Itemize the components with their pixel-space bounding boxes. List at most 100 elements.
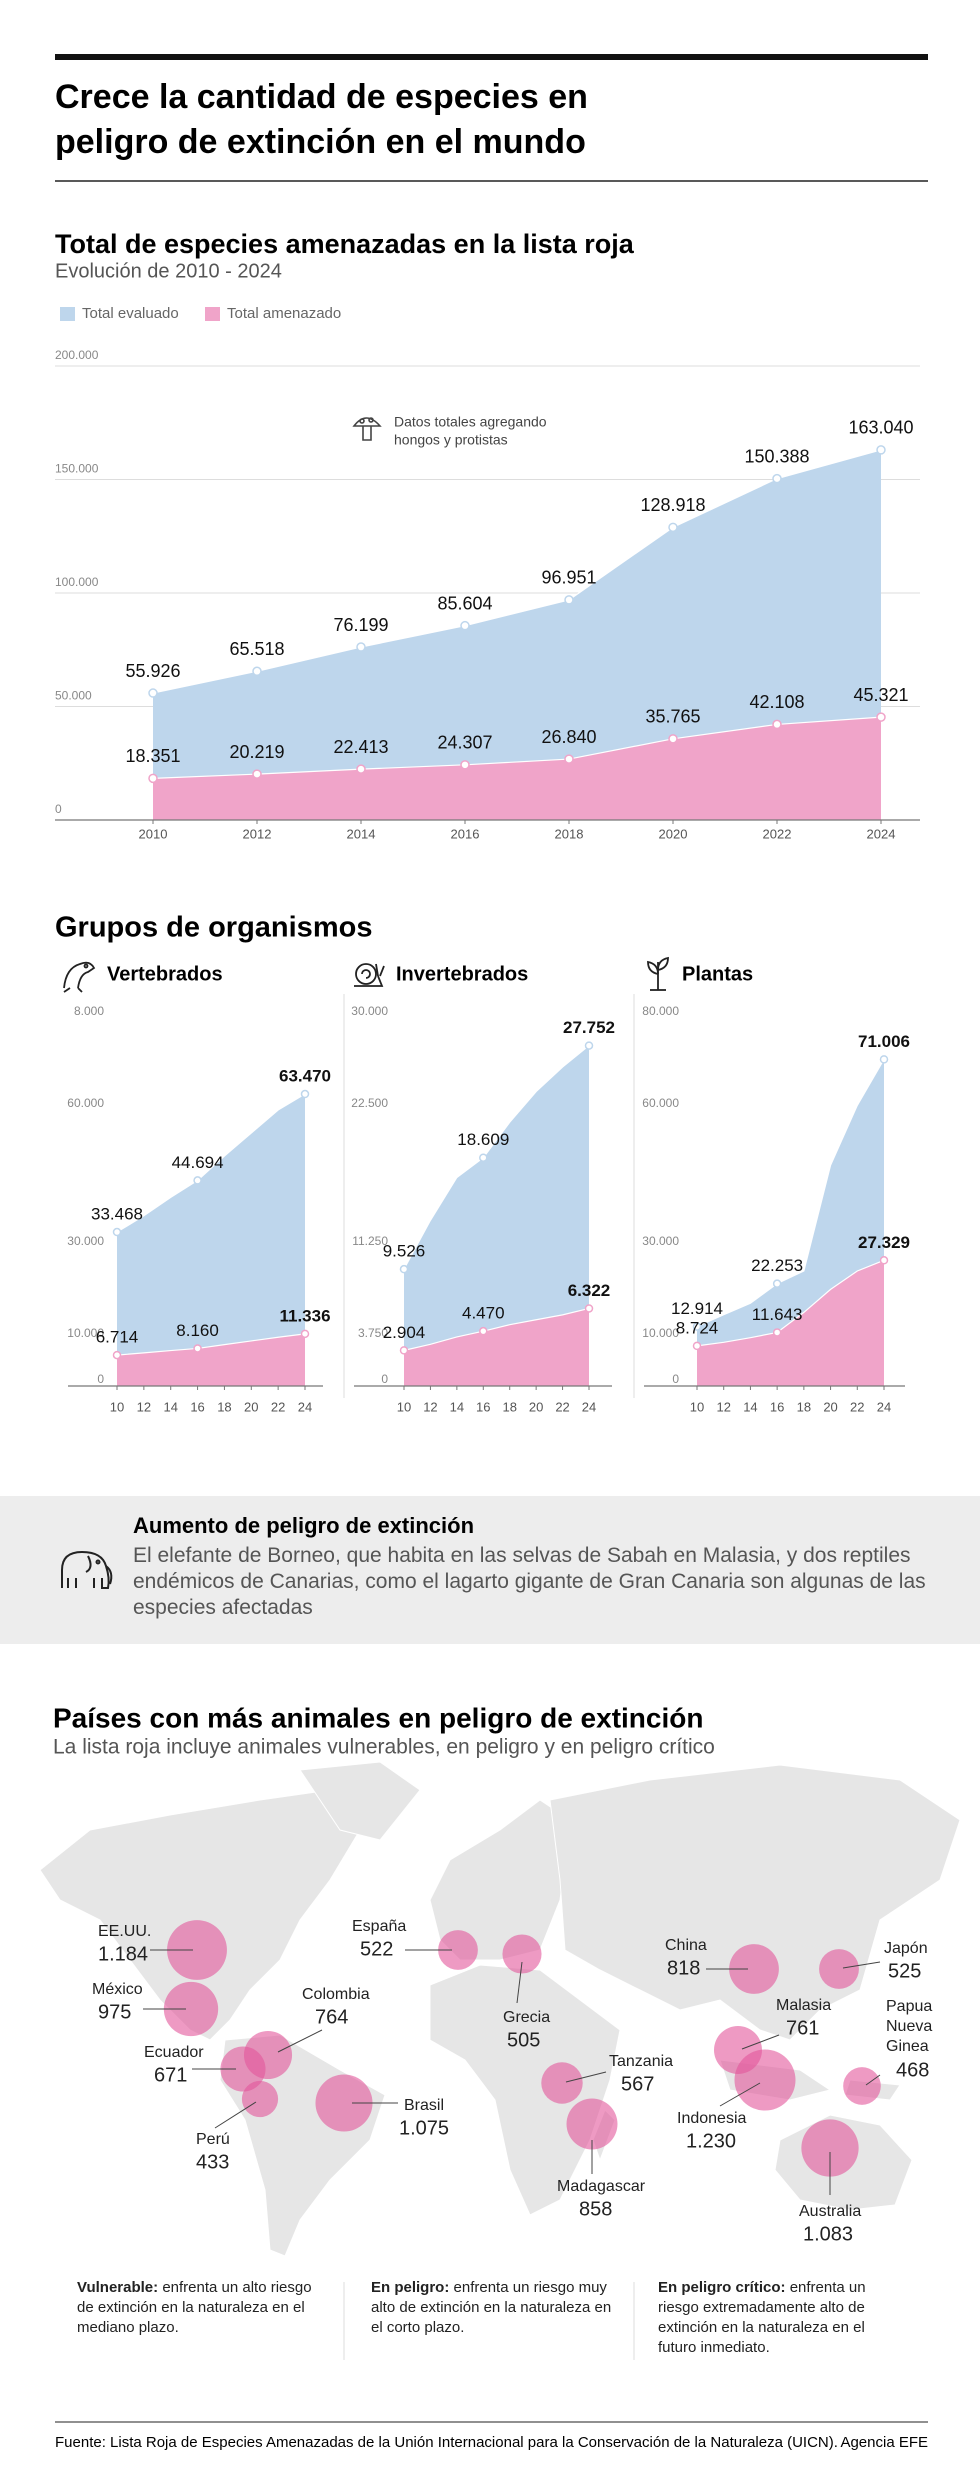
y-tick-label: 100.000 [55, 575, 99, 589]
definition-text: enfrenta un riesgo extremadamente alto d… [658, 2279, 866, 2356]
data-label: 128.918 [640, 495, 705, 515]
x-tick-label: 20 [529, 1399, 543, 1414]
data-label: 8.724 [676, 1318, 719, 1337]
map-title: Países con más animales en peligro de ex… [53, 1702, 703, 1733]
y-tick-label: 150.000 [55, 462, 99, 476]
y-tick-label: 10.000 [642, 1326, 679, 1340]
callout-title: Aumento de peligro de extinción [133, 1513, 474, 1538]
point [112, 1227, 122, 1237]
definition-term: Vulnerable: [77, 2279, 159, 2296]
area [117, 1333, 305, 1386]
point [564, 595, 574, 605]
area [153, 449, 881, 820]
data-label: 85.604 [437, 593, 492, 613]
y-tick-label: 11.250 [352, 1234, 388, 1248]
bubble [315, 2074, 373, 2132]
data-label: 4.470 [462, 1304, 505, 1323]
data-label: 24.307 [437, 733, 492, 753]
country-value: 1.184 [98, 1943, 148, 1965]
mushroom-icon [352, 417, 382, 441]
x-tick-label: 2016 [451, 826, 480, 841]
x-tick-label: 18 [502, 1399, 516, 1414]
point [399, 1264, 409, 1274]
x-tick-label: 20 [244, 1399, 258, 1414]
country-value: 764 [315, 2006, 348, 2028]
point [772, 473, 782, 484]
annotation: hongos y protistas [394, 432, 508, 448]
country-value: 975 [98, 2001, 131, 2023]
x-tick-label: 14 [743, 1399, 757, 1414]
area-edge [403, 1307, 590, 1351]
top-bar [55, 54, 928, 60]
legend-label: Total evaluado [82, 305, 179, 322]
bubble [167, 1920, 227, 1980]
x-tick-label: 16 [190, 1399, 204, 1414]
bubble [241, 2080, 279, 2118]
callout-text: El elefante de Borneo, que habita en las… [133, 1544, 926, 1619]
point [692, 1322, 702, 1331]
country-name: Ecuador [144, 2044, 204, 2061]
y-tick-label: 80.000 [642, 1004, 679, 1018]
definition-text: enfrenta un riesgo muy alto de extinción… [371, 2279, 612, 2336]
leader-line [214, 2101, 257, 2129]
bubble [566, 2098, 618, 2150]
country-value: 1.075 [399, 2117, 449, 2139]
x-tick-label: 24 [877, 1399, 891, 1414]
x-tick-label: 2024 [867, 826, 896, 841]
data-label: 163.040 [848, 418, 913, 438]
x-tick-label: 2022 [763, 826, 792, 841]
x-tick-label: 18 [797, 1399, 811, 1414]
country-value: 522 [360, 1938, 393, 1960]
y-tick-label: 0 [55, 802, 62, 816]
country-name: Colombia [302, 1986, 370, 2003]
definition-text: enfrenta un alto riesgo de extinción en … [77, 2279, 312, 2336]
country-name: Grecia [503, 2009, 550, 2026]
leader-line [719, 2082, 761, 2107]
y-tick-label: 8.000 [74, 1004, 104, 1018]
y-tick-label: 50.000 [55, 689, 92, 703]
leader-line [565, 2071, 607, 2083]
legend-swatch [205, 307, 220, 321]
country-name: Indonesia [677, 2110, 746, 2127]
chart-subtitle: Evolución de 2010 - 2024 [55, 260, 282, 282]
point [668, 734, 678, 744]
x-tick-label: 22 [850, 1399, 864, 1414]
bubble [438, 1930, 478, 1970]
point [876, 445, 886, 455]
country-name: Malasia [776, 1997, 831, 2014]
x-tick-label: 12 [716, 1399, 730, 1414]
country-value: 818 [667, 1957, 700, 1979]
definition: En peligro crítico: enfrenta un riesgo e… [658, 2278, 903, 2358]
y-tick-label: 30.000 [67, 1234, 104, 1248]
country-value: 468 [896, 2059, 929, 2081]
country-value: 761 [786, 2017, 819, 2039]
area [153, 717, 881, 820]
title-line: Crece la cantidad de especies en [55, 78, 588, 116]
country-name: Papua Nueva Ginea [886, 1998, 932, 2055]
data-label: 8.160 [176, 1321, 219, 1340]
area-edge [696, 1259, 885, 1347]
definition: Vulnerable: enfrenta un alto riesgo de e… [77, 2278, 322, 2338]
legend-swatch [60, 307, 75, 321]
data-label: 12.914 [671, 1299, 723, 1318]
point [399, 1346, 409, 1355]
x-tick-label: 12 [137, 1399, 151, 1414]
credit: Agencia EFE [840, 2434, 928, 2451]
title-line: peligro de extinción en el mundo [55, 123, 586, 161]
x-tick-label: 14 [163, 1399, 177, 1414]
leader-line [741, 2034, 780, 2050]
data-label: 11.643 [752, 1305, 803, 1324]
point [356, 642, 366, 652]
x-tick-label: 24 [582, 1399, 596, 1414]
chart-title: Plantas [682, 963, 753, 985]
country-name: China [665, 1937, 707, 1954]
country-name: México [92, 1981, 143, 1998]
point [876, 712, 886, 722]
definition-term: En peligro: [371, 2279, 450, 2296]
data-label: 2.904 [383, 1323, 426, 1342]
country-value: 525 [888, 1960, 921, 1982]
point [479, 1326, 488, 1336]
point [356, 764, 366, 774]
area-edge [116, 1093, 306, 1233]
